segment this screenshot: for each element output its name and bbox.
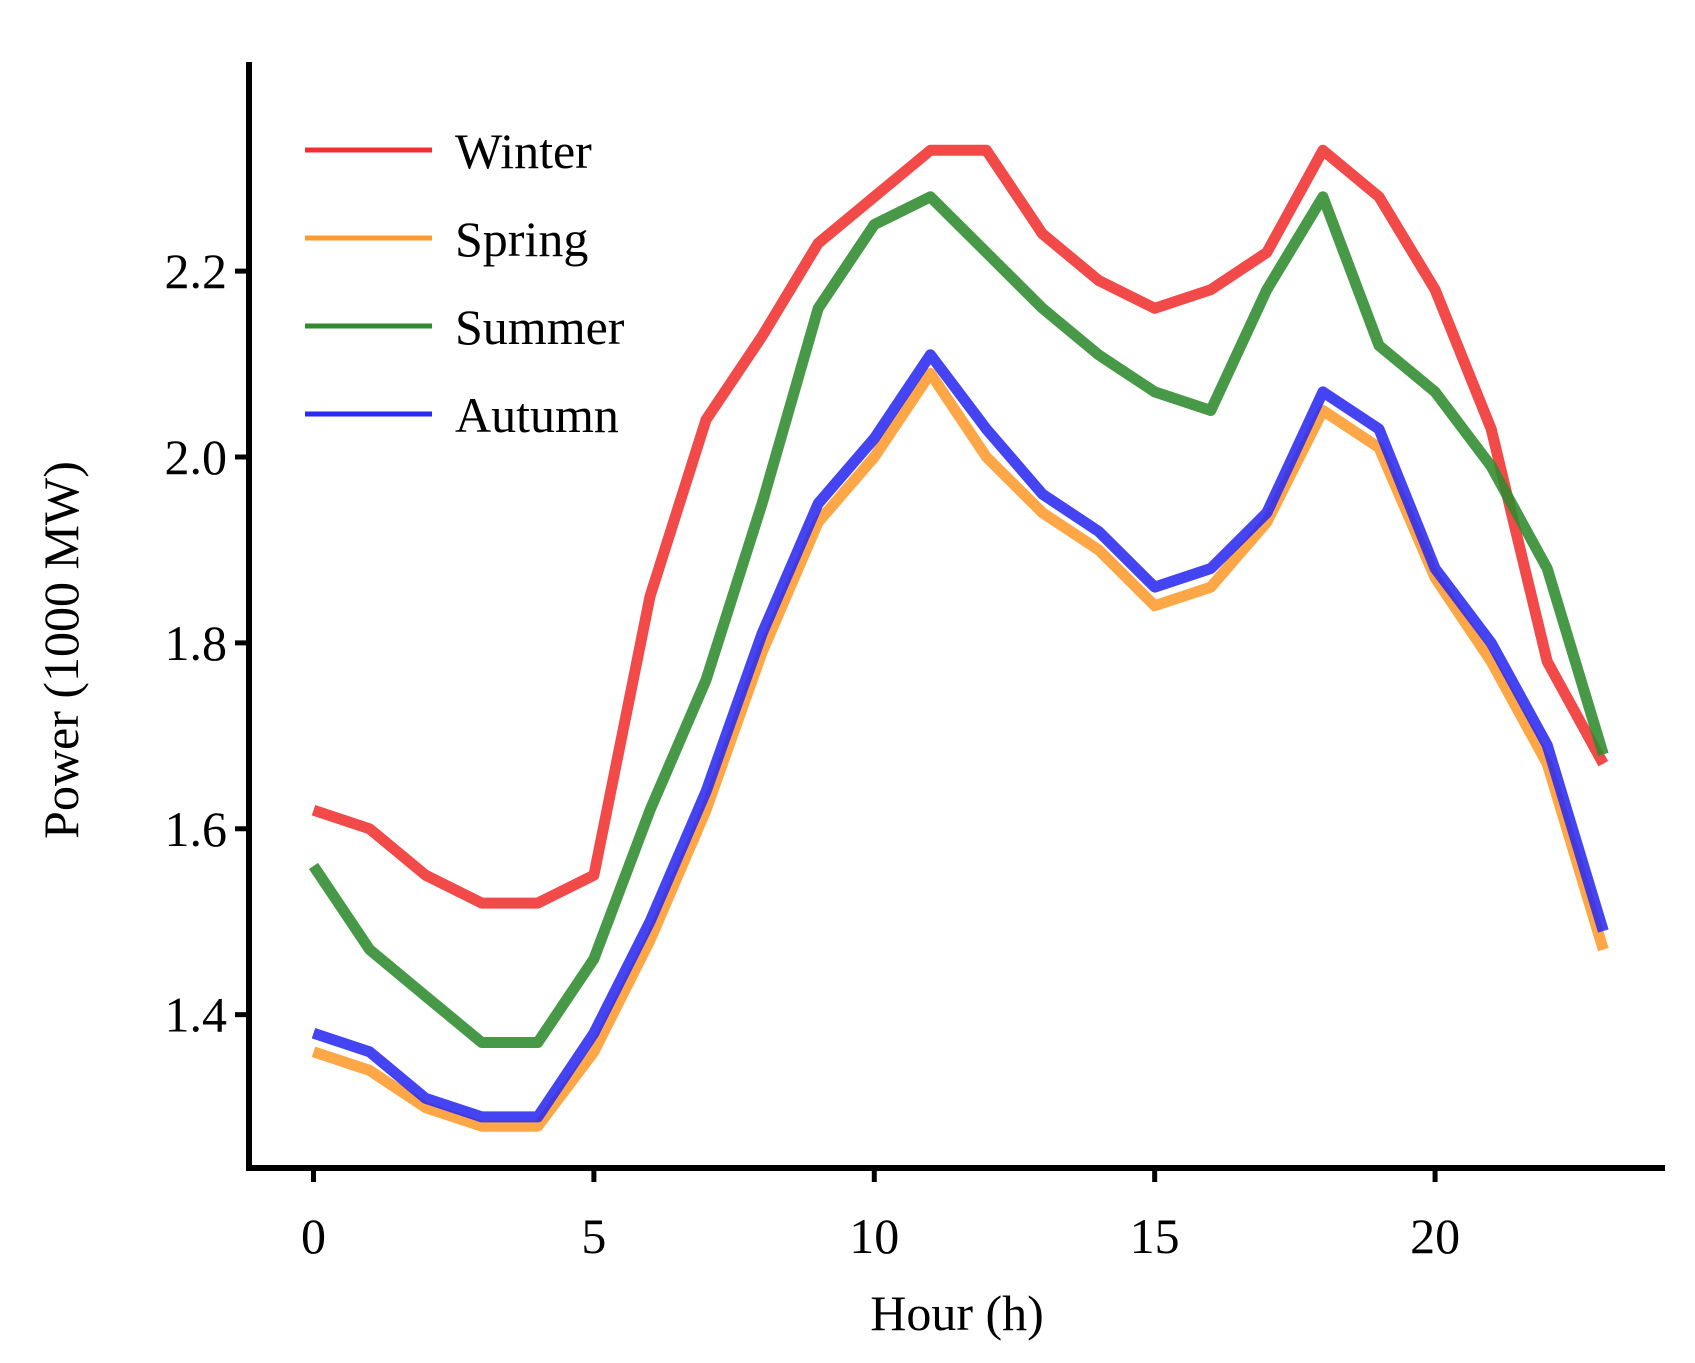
series-line-winter (311, 144, 1609, 909)
legend-label-autumn: Autumn (455, 387, 619, 443)
legend: Winter Spring Summer Autumn (305, 123, 625, 443)
series-line-spring (311, 367, 1609, 1132)
y-tick-label: 1.8 (165, 615, 228, 671)
x-tick-label: 10 (849, 1208, 899, 1264)
y-tick-label: 1.4 (165, 987, 228, 1043)
x-ticks: 0 5 10 15 20 (301, 1168, 1460, 1264)
x-axis-title: Hour (h) (870, 1285, 1044, 1341)
y-tick-label: 2.0 (165, 429, 228, 485)
plot-lines (308, 144, 1609, 1132)
legend-label-summer: Summer (455, 299, 625, 355)
y-axis-title: Power (1000 MW) (33, 461, 89, 839)
y-tick-label: 1.6 (165, 801, 228, 857)
y-tick-label: 2.2 (165, 243, 228, 299)
series-line-autumn (311, 349, 1609, 1123)
x-tick-label: 5 (581, 1208, 606, 1264)
x-tick-label: 15 (1130, 1208, 1180, 1264)
legend-label-winter: Winter (455, 123, 592, 179)
legend-label-spring: Spring (455, 211, 588, 267)
x-tick-label: 20 (1410, 1208, 1460, 1264)
x-tick-label: 0 (301, 1208, 326, 1264)
series-line-summer (308, 191, 1609, 1048)
y-ticks: 1.4 1.6 1.8 2.0 2.2 (165, 243, 249, 1043)
